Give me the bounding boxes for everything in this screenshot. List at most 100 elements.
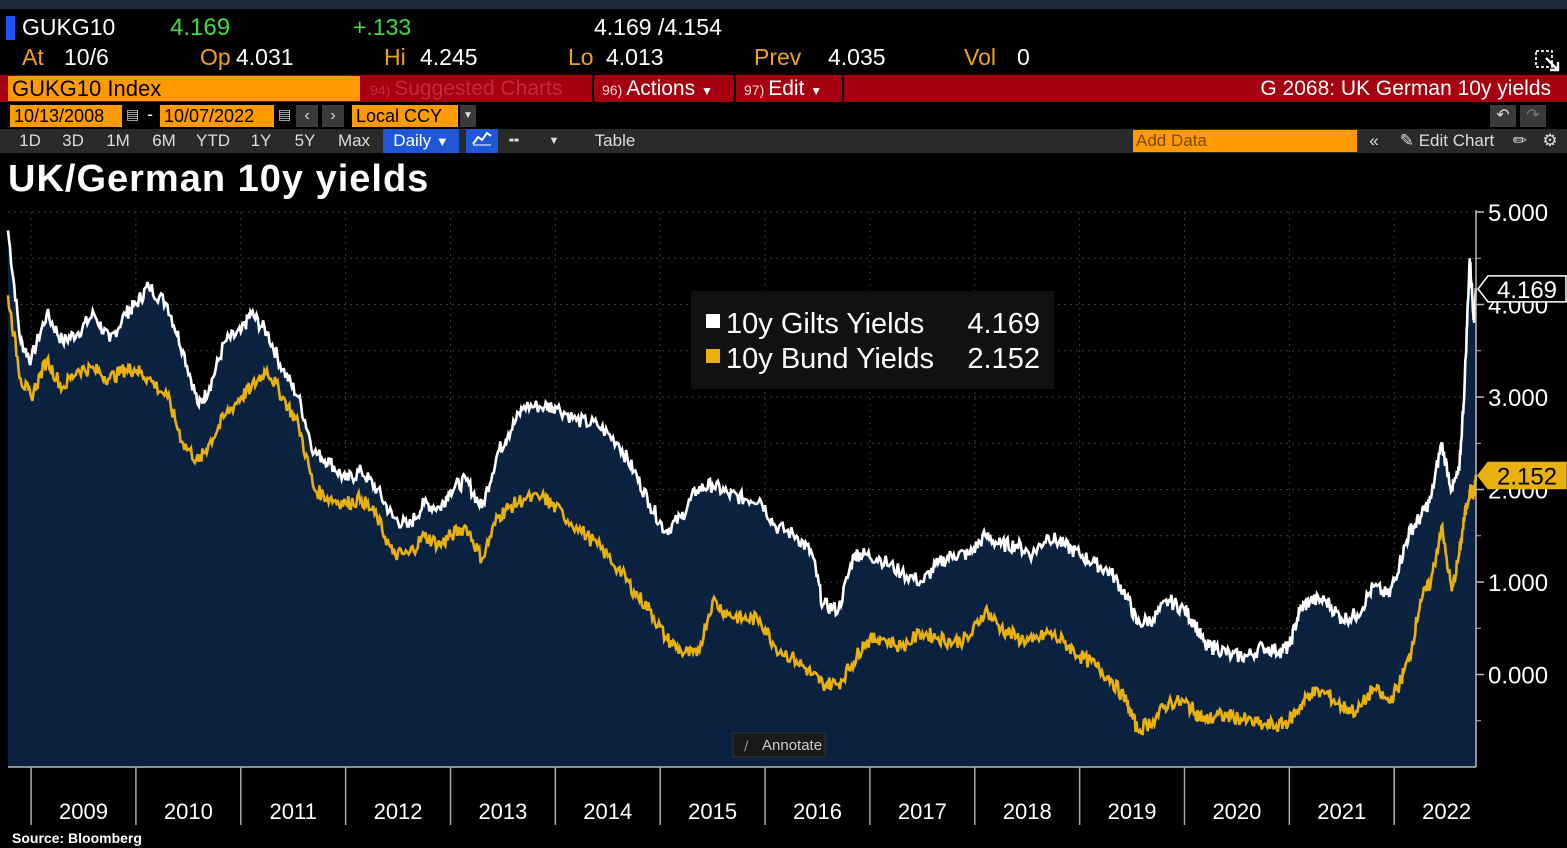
- last-value-tag-bund: 2.152: [1477, 461, 1567, 490]
- edit-chart-label: Edit Chart: [1418, 131, 1495, 150]
- period-ytd[interactable]: YTD: [196, 131, 230, 150]
- last-value-tag-text: 4.169: [1497, 277, 1557, 304]
- suggested-charts-menu[interactable]: 94) Suggested Charts: [364, 76, 590, 101]
- vol-label: Vol: [964, 44, 996, 70]
- undo-icon: ↶: [1496, 107, 1510, 124]
- x-tick-label: 2022: [1422, 799, 1471, 824]
- currency-select[interactable]: Local CCY: [352, 105, 458, 127]
- period-1d[interactable]: 1D: [19, 131, 41, 150]
- x-tick-label: 2021: [1317, 799, 1366, 824]
- collapse-icon[interactable]: «: [1369, 131, 1379, 150]
- x-tick-label: 2014: [583, 799, 632, 824]
- annotate-pencil-icon: ∕: [744, 739, 749, 754]
- period-1y[interactable]: 1Y: [250, 131, 272, 150]
- x-tick-label: 2019: [1108, 799, 1157, 824]
- source-note: Source: Bloomberg: [12, 830, 142, 846]
- high-value: 4.245: [420, 44, 478, 70]
- legend-swatch-bund: [706, 349, 720, 363]
- low-value: 4.013: [606, 44, 664, 70]
- chart-type-dropdown-icon[interactable]: ▼: [548, 135, 560, 147]
- open-label: Op: [200, 44, 231, 70]
- undo-button[interactable]: ↶: [1490, 105, 1516, 127]
- chart-toolbar: 1D 3D 1M 6M YTD 1Y 5Y Max Daily ▼ ╍ ▼ Ta…: [0, 129, 1567, 153]
- x-tick-label: 2018: [1003, 799, 1052, 824]
- last-value-tag-text: 2.152: [1497, 463, 1557, 490]
- x-axis-ticks: 2009 2010 2011 2012 2013 2014 2015 2016 2017 2018…: [30, 767, 1471, 825]
- gear-icon[interactable]: ⚙: [1542, 131, 1558, 150]
- ticker-marker: [6, 16, 15, 40]
- at-date: 10/6: [64, 44, 109, 70]
- period-3d[interactable]: 3D: [62, 131, 84, 150]
- prev-value: 4.035: [828, 44, 886, 70]
- add-data-field[interactable]: Add Data: [1133, 130, 1357, 152]
- period-1m[interactable]: 1M: [106, 131, 130, 150]
- last-price: 4.169: [170, 14, 231, 41]
- annotate-bg: [732, 732, 826, 758]
- ticker: GUKG10: [22, 14, 116, 40]
- prev-period-button[interactable]: ‹: [296, 105, 318, 127]
- period-5y[interactable]: 5Y: [294, 131, 316, 150]
- currency-dropdown-icon[interactable]: ▼: [460, 105, 476, 127]
- last-value-tag-gilts: 4.169: [1477, 275, 1567, 304]
- export-icon[interactable]: [1534, 46, 1560, 78]
- date-dash: -: [147, 104, 153, 124]
- last-value-tag-bg: [1477, 461, 1567, 490]
- frequency-caret-icon: ▼: [435, 134, 449, 149]
- security-index-field[interactable]: GUKG10 Index: [8, 76, 360, 101]
- edit-caret-icon: ▼: [810, 84, 823, 98]
- bid-ask: 4.169 /4.154: [594, 14, 722, 40]
- menu-divider: [734, 75, 736, 102]
- y-tick-label: 0.000: [1488, 663, 1548, 690]
- edit-chart-button[interactable]: ✎ Edit Chart: [1392, 129, 1502, 153]
- high-label: Hi: [384, 44, 406, 70]
- menu-divider: [842, 75, 844, 102]
- end-date-field[interactable]: 10/07/2022: [160, 105, 274, 127]
- line-chart-button[interactable]: [466, 129, 498, 153]
- prev-label: Prev: [754, 44, 802, 70]
- frequency-select[interactable]: Daily ▼: [383, 129, 459, 153]
- chart-title: UK/German 10y yields: [8, 158, 430, 200]
- suggested-label: Suggested Charts: [394, 77, 563, 100]
- legend-bund-value: 2.152: [967, 343, 1040, 375]
- annotate-button[interactable]: ∕ Annotate: [732, 732, 826, 758]
- line-chart-icon: [472, 131, 492, 146]
- pencil-icon: ✎: [1399, 131, 1414, 150]
- chevron-right-icon: ›: [330, 107, 336, 124]
- end-calendar-icon[interactable]: ▤: [278, 106, 292, 122]
- start-date-field[interactable]: 10/13/2008: [10, 105, 122, 127]
- legend-background: [691, 291, 1054, 389]
- x-tick-label: 2009: [59, 799, 108, 824]
- next-period-button[interactable]: ›: [322, 105, 344, 127]
- y-tick-label: 5.000: [1488, 200, 1548, 227]
- legend-gilts-name: 10y Gilts Yields: [726, 308, 924, 340]
- x-tick-label: 2017: [898, 799, 947, 824]
- at-label: At: [22, 44, 44, 70]
- edit-window-icon[interactable]: ✏: [1512, 131, 1528, 150]
- table-button[interactable]: Table: [594, 131, 636, 150]
- bar-chart-button[interactable]: ╍: [500, 129, 528, 153]
- redo-button[interactable]: ↷: [1520, 105, 1546, 127]
- low-label: Lo: [568, 44, 594, 70]
- x-tick-label: 2013: [478, 799, 527, 824]
- y-tick-label: 3.000: [1488, 385, 1548, 412]
- gilts-line: [6, 230, 1478, 664]
- top-strip: [0, 0, 1567, 9]
- edit-label: Edit: [768, 77, 805, 100]
- actions-menu[interactable]: 96) Actions ▼: [596, 76, 732, 101]
- period-6m[interactable]: 6M: [152, 131, 176, 150]
- last-value-tag-bg: [1477, 275, 1567, 303]
- bund-line: [6, 295, 1478, 736]
- x-tick-label: 2010: [164, 799, 213, 824]
- start-calendar-icon[interactable]: ▤: [126, 106, 140, 122]
- ohlc-icon: ╍: [508, 131, 520, 150]
- actions-num: 96): [602, 82, 623, 98]
- edit-menu[interactable]: 97) Edit ▼: [738, 76, 842, 101]
- last-value-labels: 4.169 2.152: [1477, 275, 1567, 490]
- net-change: +.133: [353, 14, 412, 40]
- period-max[interactable]: Max: [337, 131, 371, 150]
- graph-title: G 2068: UK German 10y yields: [1260, 77, 1551, 100]
- x-tick-label: 2011: [270, 799, 317, 824]
- quote-header-row-1: GUKG10 4.169 +.133 4.169 /4.154: [0, 14, 1567, 42]
